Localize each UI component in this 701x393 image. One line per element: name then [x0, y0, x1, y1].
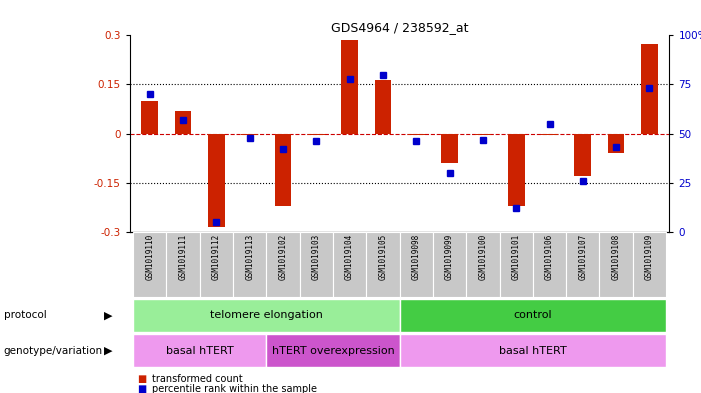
Text: GSM1019101: GSM1019101 — [512, 234, 521, 280]
Bar — [275, 134, 292, 206]
Text: percentile rank within the sample: percentile rank within the sample — [152, 384, 317, 393]
FancyBboxPatch shape — [133, 299, 400, 332]
Text: ■: ■ — [137, 384, 146, 393]
FancyBboxPatch shape — [266, 232, 299, 297]
Bar — [142, 101, 158, 134]
Text: GSM1019112: GSM1019112 — [212, 234, 221, 280]
FancyBboxPatch shape — [200, 232, 233, 297]
FancyBboxPatch shape — [233, 232, 266, 297]
FancyBboxPatch shape — [266, 334, 400, 367]
Bar — [408, 134, 425, 135]
Bar — [175, 111, 191, 134]
Text: GSM1019109: GSM1019109 — [645, 234, 654, 280]
FancyBboxPatch shape — [566, 232, 599, 297]
Bar — [374, 79, 391, 134]
Text: GSM1019113: GSM1019113 — [245, 234, 254, 280]
FancyBboxPatch shape — [400, 299, 666, 332]
Bar — [575, 134, 591, 176]
FancyBboxPatch shape — [466, 232, 500, 297]
FancyBboxPatch shape — [633, 232, 666, 297]
Text: basal hTERT: basal hTERT — [499, 346, 566, 356]
FancyBboxPatch shape — [166, 232, 200, 297]
FancyBboxPatch shape — [299, 232, 333, 297]
FancyBboxPatch shape — [400, 232, 433, 297]
FancyBboxPatch shape — [500, 232, 533, 297]
FancyBboxPatch shape — [333, 232, 366, 297]
Text: GSM1019108: GSM1019108 — [612, 234, 620, 280]
FancyBboxPatch shape — [433, 232, 466, 297]
Text: ▶: ▶ — [104, 310, 113, 320]
Text: ▶: ▶ — [104, 346, 113, 356]
Bar — [341, 40, 358, 134]
FancyBboxPatch shape — [133, 232, 166, 297]
Bar — [308, 134, 325, 135]
Bar — [475, 134, 491, 135]
Bar — [208, 134, 224, 227]
Bar — [508, 134, 524, 206]
Bar — [441, 134, 458, 163]
Text: GSM1019106: GSM1019106 — [545, 234, 554, 280]
Text: GSM1019099: GSM1019099 — [445, 234, 454, 280]
Text: ■: ■ — [137, 374, 146, 384]
Text: GSM1019104: GSM1019104 — [345, 234, 354, 280]
Bar — [241, 134, 258, 135]
Text: telomere elongation: telomere elongation — [210, 310, 322, 320]
Text: genotype/variation: genotype/variation — [4, 346, 102, 356]
Title: GDS4964 / 238592_at: GDS4964 / 238592_at — [331, 21, 468, 34]
Text: GSM1019110: GSM1019110 — [145, 234, 154, 280]
Text: GSM1019100: GSM1019100 — [478, 234, 487, 280]
Text: protocol: protocol — [4, 310, 46, 320]
Text: hTERT overexpression: hTERT overexpression — [271, 346, 394, 356]
Text: GSM1019107: GSM1019107 — [578, 234, 587, 280]
FancyBboxPatch shape — [599, 232, 633, 297]
FancyBboxPatch shape — [400, 334, 666, 367]
Text: GSM1019098: GSM1019098 — [411, 234, 421, 280]
Text: GSM1019111: GSM1019111 — [179, 234, 187, 280]
Text: transformed count: transformed count — [152, 374, 243, 384]
Bar — [641, 44, 658, 134]
Bar — [608, 134, 625, 153]
Text: GSM1019102: GSM1019102 — [278, 234, 287, 280]
FancyBboxPatch shape — [533, 232, 566, 297]
Text: GSM1019103: GSM1019103 — [312, 234, 321, 280]
FancyBboxPatch shape — [133, 334, 266, 367]
Text: basal hTERT: basal hTERT — [165, 346, 233, 356]
Text: control: control — [514, 310, 552, 320]
Bar — [541, 134, 558, 135]
Text: GSM1019105: GSM1019105 — [379, 234, 388, 280]
FancyBboxPatch shape — [366, 232, 400, 297]
